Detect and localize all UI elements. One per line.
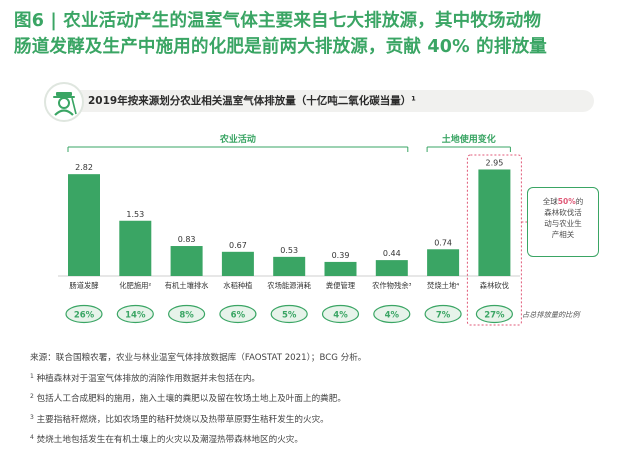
share-badge-5 [321,304,360,324]
value-label-4: 0.53 [280,246,298,255]
share-label-1: 14% [125,311,146,321]
bar-1 [119,220,152,276]
share-label-4: 5% [282,311,297,321]
share-badge-3 [219,304,257,324]
category-label-1: 化肥施用² [119,281,151,290]
note-line-3: 动与农业生 [544,219,582,228]
share-label-6: 4% [385,311,400,321]
share-label-3: 6% [231,311,246,321]
category-label-2: 有机土壤排水 [165,281,209,290]
category-label-4: 农场能源消耗 [267,281,311,290]
footnote-1-text: 种植森林对于温室气体排放的消除作用数据并未包括在内。 [36,373,261,384]
value-label-0: 2.82 [75,163,93,172]
footnote-2-text: 包括人工合成肥料的施用，施入土壤的粪肥以及留在牧场土地上及叶面上的粪肥。 [36,394,346,404]
note-pre: 全球 [542,197,558,206]
headline-line-2: 肠道发酵及生产中施用的化肥是前两大排放源，贡献 40% 的排放量 [14,37,547,57]
value-label-3: 0.67 [229,241,247,250]
share-badge-6 [373,304,411,324]
footnote-1-mark: 1 [30,372,34,380]
bar-6 [375,260,408,276]
footnote-3-text: 主要指秸秆燃烧，比如农场里的秸秆焚烧以及热带草原野生秸秆发生的火灾。 [36,414,329,425]
footnote-3-mark: 3 [30,413,34,421]
note-line-2: 森林砍伐活 [544,208,582,217]
bar-4 [273,256,306,276]
share-badge-8 [475,304,513,324]
footnotes: 来源：联合国粮农署，农业与林业温室气体排放数据库（FAOSTAT 2021）；B… [30,350,630,450]
note-line-1: 全球50%的 [528,196,598,207]
source-note: 来源：联合国粮农署，农业与林业温室气体排放数据库（FAOSTAT 2021）；B… [30,353,367,363]
category-label-5: 粪便管理 [326,281,356,290]
bar-2 [170,246,203,276]
share-badge-4 [270,304,308,324]
farmer-icon-graphic [53,92,77,116]
value-label-8: 2.95 [485,158,503,167]
share-label-8: 27% [484,311,505,321]
value-label-5: 0.39 [332,251,350,260]
footnote-2: 2 包括人工合成肥料的施用，施入土壤的粪肥以及留在牧场土地上及叶面上的粪肥。 [30,388,630,409]
chart-title: 2019年按来源划分农业相关温室气体排放量（十亿吨二氧化碳当量）¹ [88,95,416,107]
footnote-3: 3 主要指秸秆燃烧，比如农场里的秸秆焚烧以及热带草原野生秸秆发生的火灾。 [30,409,630,430]
share-label-7: 7% [436,311,451,321]
share-badge-7 [424,304,462,324]
share-label-2: 8% [179,311,194,321]
footnote-1: 1 种植森林对于温室气体排放的消除作用数据并未包括在内。 [30,368,630,389]
note-post: 的 [575,197,584,206]
bar-8 [478,169,511,276]
category-label-7: 焚烧土地⁴ [427,281,459,290]
bar-3 [221,251,254,276]
bar-7 [427,249,460,276]
footnote-2-mark: 2 [30,393,34,400]
headline: 图6 | 农业活动产生的温室气体主要来自七大排放源，其中牧场动物 肠道发酵及生产… [14,8,630,60]
category-label-6: 农作物残余³ [372,281,411,290]
highlight-box [466,154,522,326]
chart-title-bar [44,90,594,112]
category-label-8: 森林砍伐 [480,281,509,290]
category-label-0: 肠道发酵 [69,281,98,290]
footnote-4-text: 焚烧土地包括发生在有机土壤上的火灾以及潮湿热带森林地区的火灾。 [36,435,303,445]
share-label-0: 26% [74,311,95,321]
headline-line-1: 图6 | 农业活动产生的温室气体主要来自七大排放源，其中牧场动物 [14,11,542,31]
bar-0 [68,174,100,276]
bar-5 [324,261,357,276]
category-label-3: 水稻种植 [223,281,252,290]
value-label-6: 0.44 [383,249,401,258]
footnote-4-mark: 4 [30,434,34,441]
value-label-7: 0.74 [434,238,452,247]
share-badge-2 [168,304,206,324]
footnote-4: 4 焚烧土地包括发生在有机土壤上的火灾以及潮湿热带森林地区的火灾。 [30,429,630,450]
deforestation-note: 全球50%的 森林砍伐活 动与农业生 产相关 [527,187,599,257]
share-badge-1 [116,304,154,324]
group-label-1: 土地使用变化 [442,133,496,145]
group-label-0: 农业活动 [219,133,256,145]
share-badge-0 [65,304,103,324]
value-label-2: 0.83 [178,235,196,244]
farmer-icon [44,82,84,122]
note-pct: 50% [557,197,576,206]
value-label-1: 1.53 [126,210,144,219]
share-caption: 占总排放量的比例 [522,310,581,319]
share-label-5: 4% [333,311,348,321]
note-line-4: 产相关 [551,230,575,239]
